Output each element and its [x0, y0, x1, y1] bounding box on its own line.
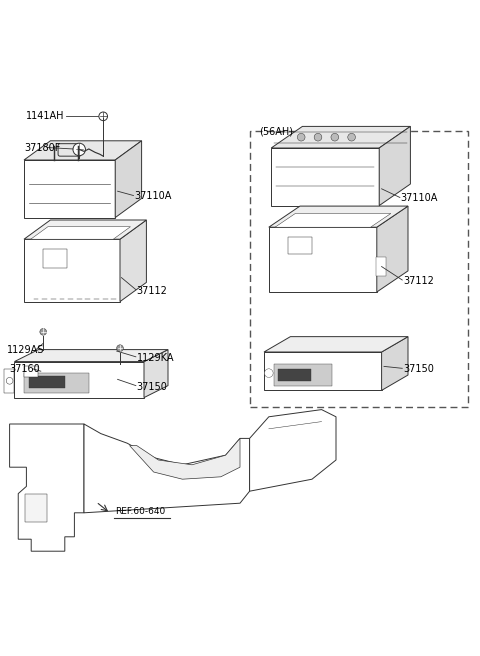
- Text: 37160: 37160: [10, 364, 40, 374]
- Bar: [274, 365, 333, 386]
- Polygon shape: [264, 352, 382, 390]
- Text: 37110A: 37110A: [134, 191, 172, 201]
- Bar: [250, 131, 468, 407]
- Circle shape: [40, 329, 47, 335]
- Polygon shape: [271, 127, 410, 148]
- Text: 37110A: 37110A: [401, 194, 438, 203]
- Circle shape: [117, 345, 123, 352]
- Circle shape: [6, 377, 13, 384]
- Text: 1141AH: 1141AH: [26, 112, 65, 121]
- Circle shape: [331, 133, 338, 141]
- Text: 37112: 37112: [403, 276, 434, 286]
- Circle shape: [99, 112, 108, 121]
- Polygon shape: [269, 206, 408, 227]
- Text: 37112: 37112: [137, 285, 168, 296]
- Bar: [24, 367, 38, 377]
- Text: 1129AS: 1129AS: [7, 344, 45, 355]
- Polygon shape: [130, 438, 240, 479]
- Polygon shape: [14, 350, 168, 361]
- Polygon shape: [250, 409, 336, 491]
- Bar: [4, 369, 14, 393]
- Polygon shape: [24, 160, 115, 218]
- Polygon shape: [31, 227, 131, 239]
- Polygon shape: [24, 141, 142, 160]
- Bar: [29, 377, 65, 388]
- Bar: [376, 256, 386, 276]
- Bar: [24, 373, 89, 393]
- Polygon shape: [382, 337, 408, 390]
- Polygon shape: [377, 206, 408, 292]
- Text: 1129KA: 1129KA: [137, 353, 174, 363]
- Polygon shape: [24, 239, 120, 302]
- Polygon shape: [144, 350, 168, 398]
- Text: REF.60-640: REF.60-640: [115, 507, 166, 516]
- Circle shape: [298, 133, 305, 141]
- Polygon shape: [14, 361, 144, 398]
- Polygon shape: [24, 220, 146, 239]
- Polygon shape: [84, 424, 250, 513]
- Polygon shape: [115, 141, 142, 218]
- Text: 37180F: 37180F: [24, 142, 60, 152]
- Circle shape: [348, 133, 355, 141]
- Bar: [278, 369, 312, 380]
- Bar: [25, 493, 47, 522]
- Circle shape: [314, 133, 322, 141]
- Bar: [43, 249, 67, 268]
- Polygon shape: [120, 220, 146, 302]
- Text: 37150: 37150: [403, 364, 434, 374]
- Text: 37150: 37150: [137, 382, 168, 392]
- Polygon shape: [275, 213, 391, 227]
- Polygon shape: [264, 337, 408, 352]
- Circle shape: [73, 143, 85, 155]
- Bar: [288, 237, 312, 254]
- Text: (56AH): (56AH): [259, 126, 293, 136]
- Circle shape: [264, 369, 273, 377]
- Polygon shape: [269, 227, 377, 292]
- Polygon shape: [10, 424, 84, 551]
- Polygon shape: [271, 148, 379, 205]
- Polygon shape: [379, 127, 410, 205]
